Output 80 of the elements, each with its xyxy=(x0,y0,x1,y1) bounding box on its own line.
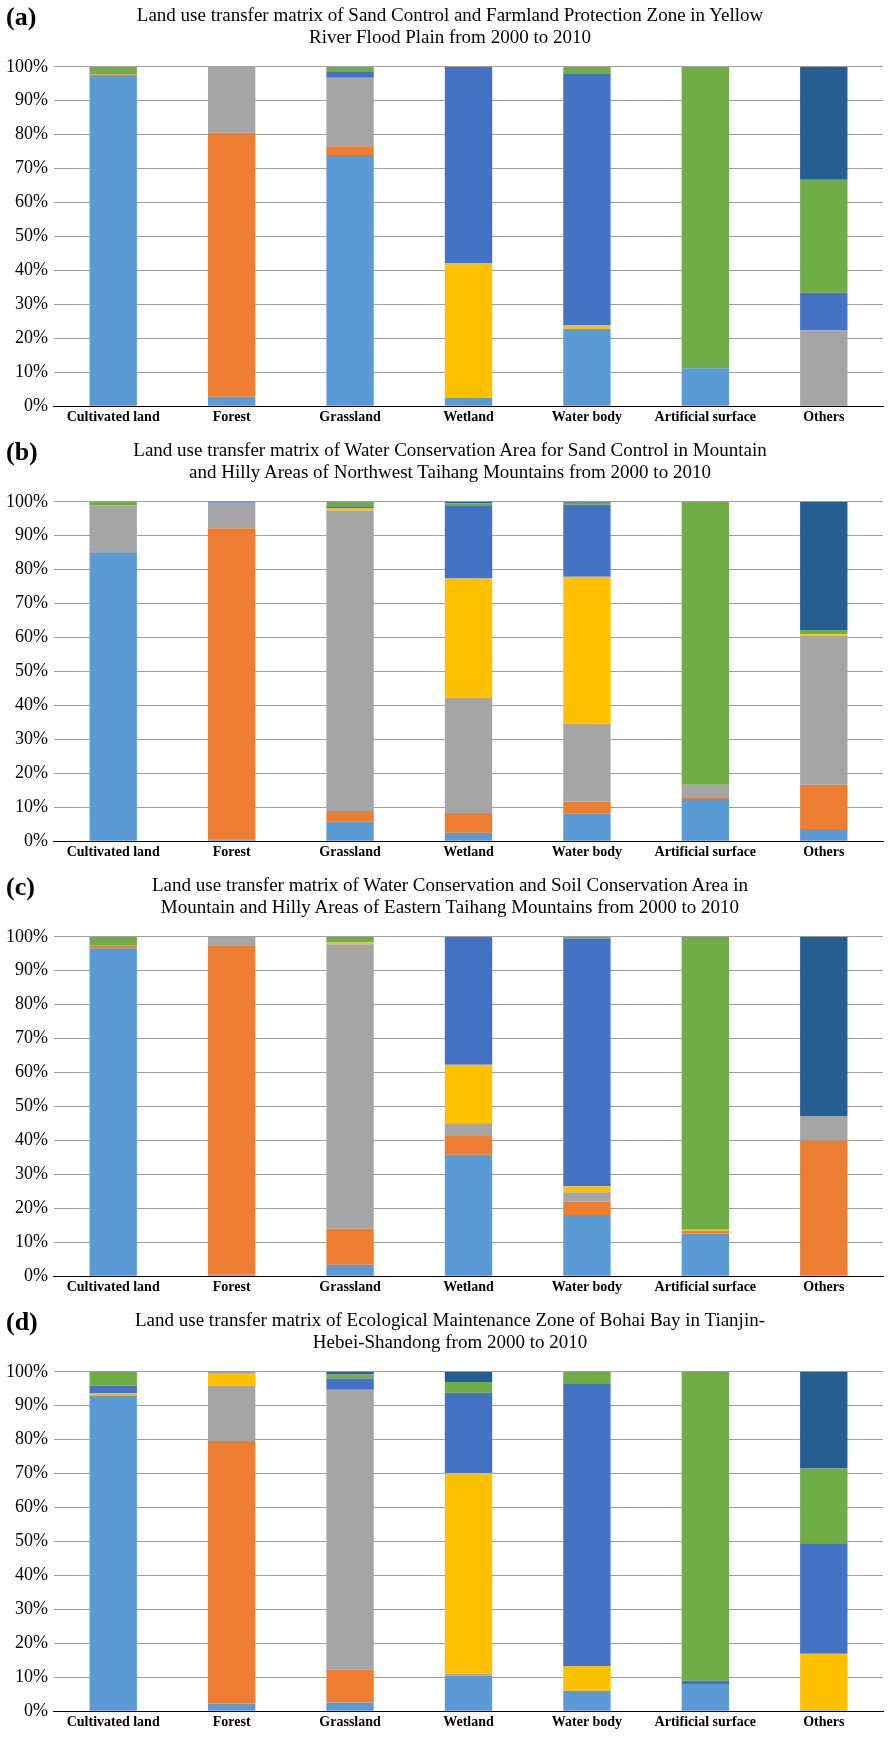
x-tick-label: Forest xyxy=(212,409,251,425)
y-tick-label: 40% xyxy=(14,1129,48,1150)
chart-title: Land use transfer matrix of Ecological Maintenance Zone of Bohai Bay in Tianjin-Hebei-Shandong from 2000 to 2010 xyxy=(134,1309,766,1353)
y-tick-label: 90% xyxy=(14,524,48,545)
x-tick-label: Grassland xyxy=(319,844,382,860)
x-tick-label: Forest xyxy=(212,1714,251,1730)
x-tick-label: Cultivated land xyxy=(66,409,160,425)
y-tick-label: 40% xyxy=(14,1564,48,1585)
x-tick-label: Artificial surface xyxy=(654,1279,757,1295)
x-tick-label: Others xyxy=(803,1714,845,1730)
x-tick-label: Wetland xyxy=(443,409,494,425)
x-tick-label: Cultivated land xyxy=(66,1279,160,1295)
y-tick-label: 100% xyxy=(5,490,48,511)
x-tick-label: Others xyxy=(803,1279,845,1295)
x-tick-label: Cultivated land xyxy=(66,844,160,860)
y-tick-label: 60% xyxy=(14,1496,48,1517)
y-tick-label: 40% xyxy=(14,694,48,715)
y-tick-label: 30% xyxy=(14,728,48,749)
y-tick-label: 90% xyxy=(14,89,48,110)
chart-title: Land use transfer matrix of Sand Control and Farmland Protection Zone in Yellow River Flood Plain from 2000 to 2010 xyxy=(135,4,765,48)
y-tick-label: 0% xyxy=(23,829,48,850)
x-tick-label: Grassland xyxy=(319,409,382,425)
y-tick-label: 50% xyxy=(14,1530,48,1551)
text: (b) xyxy=(6,437,38,467)
y-tick-label: 70% xyxy=(14,1462,48,1483)
y-tick-label: 30% xyxy=(14,1598,48,1619)
x-tick-label: Forest xyxy=(212,1279,251,1295)
text: (d) xyxy=(6,1307,38,1337)
y-tick-label: 60% xyxy=(14,191,48,212)
y-tick-label: 60% xyxy=(14,626,48,647)
x-tick-label: Forest xyxy=(212,844,251,860)
y-tick-label: 70% xyxy=(14,592,48,613)
y-tick-label: 0% xyxy=(23,1264,48,1285)
y-tick-label: 0% xyxy=(23,394,48,415)
text: (c) xyxy=(6,872,35,902)
x-tick-label: Cultivated land xyxy=(66,1714,160,1730)
y-tick-label: 50% xyxy=(14,660,48,681)
y-tick-label: 30% xyxy=(14,293,48,314)
x-tick-label: Water body xyxy=(551,1279,622,1295)
y-tick-label: 90% xyxy=(14,959,48,980)
chart-title: Land use transfer matrix of Water Conservation and Soil Conservation Area in Mountain and Hilly Areas of Eastern Taihang Mountains from 2000 to 2010 xyxy=(151,874,749,918)
x-tick-label: Water body xyxy=(551,1714,622,1730)
y-tick-label: 80% xyxy=(14,123,48,144)
y-tick-label: 20% xyxy=(14,1632,48,1653)
y-tick-label: 100% xyxy=(5,1360,48,1381)
x-tick-label: Artificial surface xyxy=(654,844,757,860)
y-tick-label: 80% xyxy=(14,558,48,579)
y-tick-label: 10% xyxy=(14,360,48,381)
y-tick-label: 100% xyxy=(5,925,48,946)
x-tick-label: Others xyxy=(803,844,845,860)
y-tick-label: 70% xyxy=(14,1027,48,1048)
x-tick-label: Grassland xyxy=(319,1279,382,1295)
chart-title: Land use transfer matrix of Water Conservation Area for Sand Control in Mountain and Hilly Areas of Northwest Taihang Mountains from 2000 to 2010 xyxy=(132,439,768,483)
y-tick-label: 50% xyxy=(14,225,48,246)
y-tick-label: 20% xyxy=(14,762,48,783)
x-tick-label: Others xyxy=(803,409,845,425)
x-tick-label: Water body xyxy=(551,409,622,425)
y-tick-label: 100% xyxy=(5,55,48,76)
x-tick-label: Artificial surface xyxy=(654,409,757,425)
x-tick-label: Grassland xyxy=(319,1714,382,1730)
x-tick-label: Artificial surface xyxy=(654,1714,757,1730)
y-tick-label: 20% xyxy=(14,1197,48,1218)
y-tick-label: 90% xyxy=(14,1394,48,1415)
y-tick-label: 0% xyxy=(23,1699,48,1720)
y-tick-label: 10% xyxy=(14,1230,48,1251)
y-tick-label: 80% xyxy=(14,993,48,1014)
text: (a) xyxy=(6,2,37,32)
y-tick-label: 60% xyxy=(14,1061,48,1082)
x-tick-label: Wetland xyxy=(443,1714,494,1730)
y-tick-label: 80% xyxy=(14,1428,48,1449)
y-tick-label: 40% xyxy=(14,259,48,280)
x-tick-label: Wetland xyxy=(443,844,494,860)
y-tick-label: 70% xyxy=(14,157,48,178)
y-tick-label: 20% xyxy=(14,327,48,348)
y-tick-label: 10% xyxy=(14,795,48,816)
y-tick-label: 50% xyxy=(14,1095,48,1116)
y-tick-label: 30% xyxy=(14,1163,48,1184)
x-tick-label: Wetland xyxy=(443,1279,494,1295)
y-tick-label: 10% xyxy=(14,1665,48,1686)
x-tick-label: Water body xyxy=(551,844,622,860)
